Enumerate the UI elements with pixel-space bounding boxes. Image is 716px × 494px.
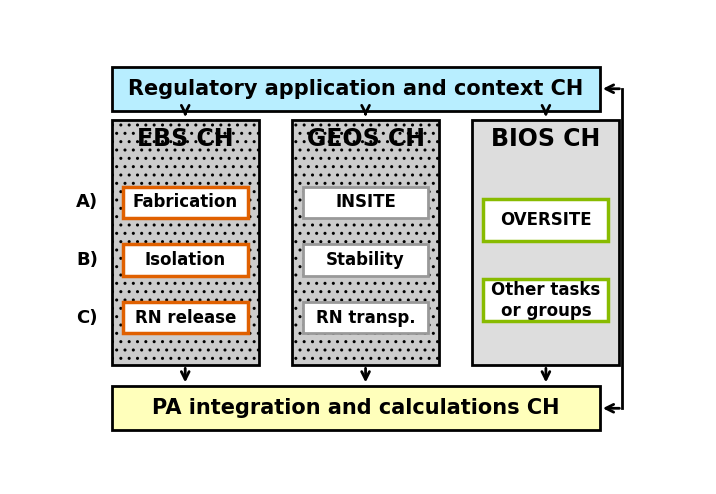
Text: EBS CH: EBS CH xyxy=(137,127,233,151)
Bar xyxy=(112,67,600,111)
Bar xyxy=(112,386,600,430)
Bar xyxy=(473,120,619,366)
Text: Stability: Stability xyxy=(326,251,405,269)
Text: Other tasks
or groups: Other tasks or groups xyxy=(491,281,601,320)
Text: C): C) xyxy=(77,309,98,327)
Bar xyxy=(483,199,609,241)
Text: Fabrication: Fabrication xyxy=(132,193,238,211)
Bar xyxy=(483,279,609,321)
Text: GEOS CH: GEOS CH xyxy=(306,127,425,151)
Text: OVERSITE: OVERSITE xyxy=(500,210,591,229)
Text: RN transp.: RN transp. xyxy=(316,309,415,327)
Bar xyxy=(303,187,428,218)
Bar xyxy=(123,302,248,333)
Bar xyxy=(292,120,439,366)
Text: B): B) xyxy=(76,251,98,269)
Bar xyxy=(123,245,248,276)
Text: PA integration and calculations CH: PA integration and calculations CH xyxy=(152,398,560,418)
Text: Isolation: Isolation xyxy=(145,251,226,269)
Bar xyxy=(303,245,428,276)
Text: RN release: RN release xyxy=(135,309,236,327)
Bar xyxy=(303,302,428,333)
Bar xyxy=(112,120,258,366)
Bar xyxy=(123,187,248,218)
Text: INSITE: INSITE xyxy=(335,193,396,211)
Text: A): A) xyxy=(76,193,98,211)
Text: BIOS CH: BIOS CH xyxy=(491,127,601,151)
Text: Regulatory application and context CH: Regulatory application and context CH xyxy=(128,79,584,99)
